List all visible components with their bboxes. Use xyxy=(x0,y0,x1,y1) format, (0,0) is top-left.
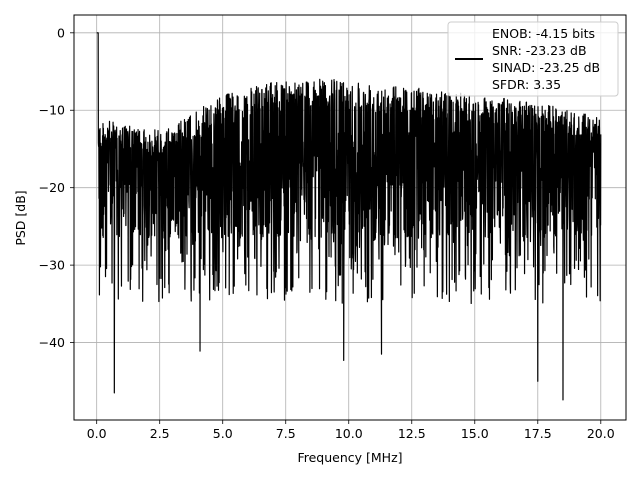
y-tick-label: −20 xyxy=(39,180,65,195)
y-axis: 0 −10 −20 −30 −40 xyxy=(39,25,74,350)
x-tick-label: 7.5 xyxy=(276,426,296,441)
x-tick-label: 5.0 xyxy=(213,426,233,441)
y-tick-label: 0 xyxy=(57,25,65,40)
x-tick-label: 0.0 xyxy=(87,426,107,441)
legend-sinad: SINAD: -23.25 dB xyxy=(492,60,600,75)
x-tick-label: 15.0 xyxy=(461,426,489,441)
y-tick-label: −10 xyxy=(39,103,65,118)
x-tick-label: 2.5 xyxy=(150,426,170,441)
x-tick-label: 17.5 xyxy=(524,426,552,441)
series-group xyxy=(96,32,602,401)
x-axis-label: Frequency [MHz] xyxy=(297,450,402,465)
legend: ENOB: -4.15 bits SNR: -23.23 dB SINAD: -… xyxy=(447,21,619,97)
legend-enob: ENOB: -4.15 bits xyxy=(492,26,595,41)
x-tick-label: 10.0 xyxy=(335,426,363,441)
x-tick-label: 20.0 xyxy=(587,426,615,441)
y-axis-label: PSD [dB] xyxy=(13,190,28,245)
plot-frame xyxy=(73,14,627,421)
legend-sfdr: SFDR: 3.35 xyxy=(492,77,561,92)
y-tick-label: −30 xyxy=(39,258,65,273)
y-tick-label: −40 xyxy=(39,335,65,350)
psd-series-line xyxy=(96,32,602,401)
legend-snr: SNR: -23.23 dB xyxy=(492,43,587,58)
x-tick-label: 12.5 xyxy=(398,426,426,441)
legend-box xyxy=(447,21,619,97)
x-axis: 0.0 2.5 5.0 7.5 10.0 12.5 15.0 17.5 20.0 xyxy=(87,420,615,441)
